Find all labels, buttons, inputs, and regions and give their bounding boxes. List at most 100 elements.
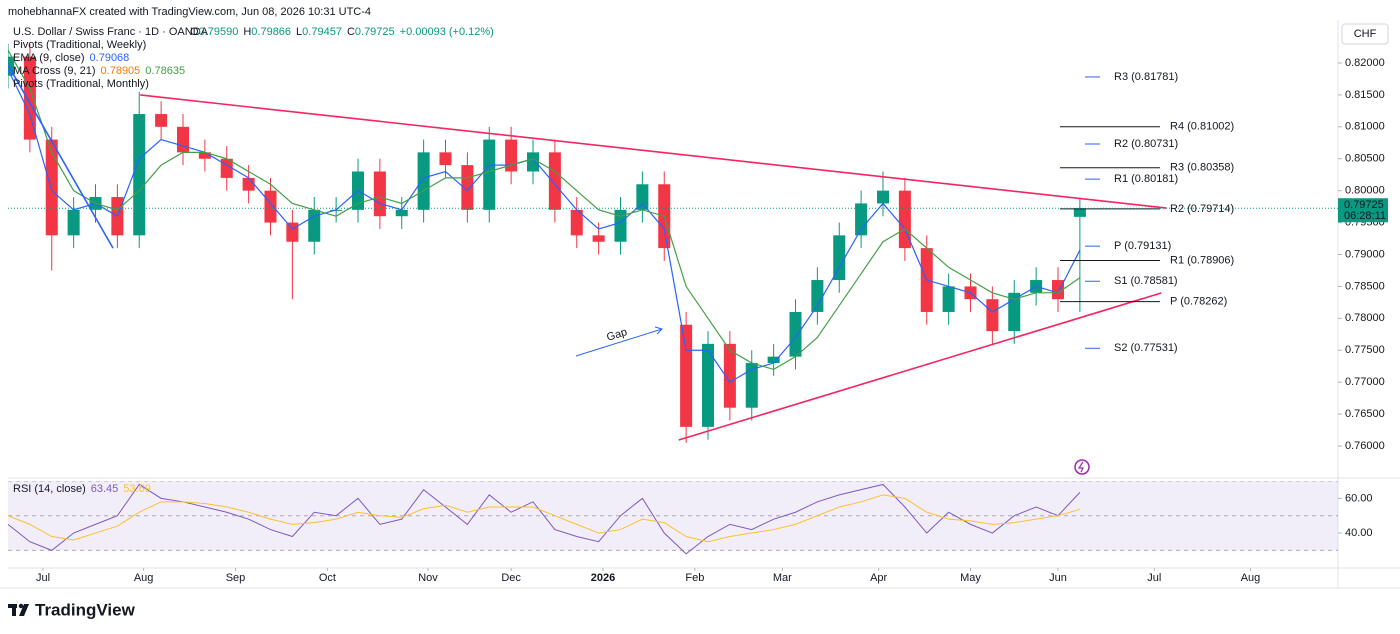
currency-box[interactable] [1341, 23, 1389, 45]
legend-name: MA Cross (9, 21) [13, 65, 96, 77]
trendline [678, 292, 1162, 441]
y-tick-label: 60.00 [1345, 492, 1373, 504]
x-tick-label: Nov [418, 572, 438, 584]
legend-entry: EMA (9, close) 0.79068 [13, 52, 129, 64]
y-tick-label: 0.76500 [1345, 408, 1385, 420]
candle-body [701, 343, 715, 427]
indicator-line [8, 49, 1081, 371]
legend-entry: Pivots (Traditional, Weekly) [13, 39, 146, 51]
candle-body [767, 356, 780, 364]
x-tick-label: Dec [501, 572, 521, 584]
candle-body [855, 203, 868, 236]
candle-body [986, 299, 999, 332]
y-tick-label: 0.78500 [1345, 280, 1385, 292]
y-tick-label: 0.81500 [1345, 89, 1385, 101]
candle-body [1073, 208, 1086, 217]
x-tick-label: Aug [1241, 572, 1261, 584]
legend-value: 63.45 [91, 483, 119, 495]
candle-body [242, 177, 255, 191]
pivot-label: R1 (0.78906) [1170, 254, 1234, 266]
candle-body [505, 139, 518, 172]
indicator-line [8, 69, 1081, 383]
pivot-label: R4 (0.81002) [1170, 121, 1234, 133]
y-tick-label: 0.76000 [1345, 440, 1385, 452]
legend-name: Pivots (Traditional, Monthly) [13, 78, 149, 90]
candle-body [1051, 280, 1065, 300]
candle-body [264, 190, 277, 223]
candle-body [395, 209, 408, 217]
candle-body [548, 152, 561, 210]
candle-body [8, 56, 15, 76]
logo-part [19, 604, 29, 616]
gap-arrow [575, 328, 663, 357]
y-tick-label: 40.00 [1345, 527, 1373, 539]
y-tick-label: 0.79000 [1345, 248, 1385, 260]
candle-body [176, 126, 190, 153]
x-tick-label: Oct [319, 572, 336, 584]
candle-body [570, 209, 583, 236]
brand: TradingView [35, 600, 136, 619]
x-tick-label: Mar [773, 572, 792, 584]
candle-body [1008, 292, 1021, 332]
legend-value: 0.78635 [145, 65, 185, 77]
candle-body [898, 190, 911, 249]
y-tick-label: 0.78000 [1345, 312, 1385, 324]
candle-body [23, 56, 36, 140]
x-tick-label: 2026 [591, 572, 615, 584]
candle-body [45, 139, 58, 236]
annotation: Gap [605, 326, 628, 344]
x-tick-label: Apr [870, 572, 887, 584]
ohlc: O0.79590 H0.79866 L0.79457 C0.79725 +0.00093… [190, 26, 494, 38]
y-tick-label: 0.80500 [1345, 153, 1385, 165]
candle-body [614, 209, 627, 242]
gap-arrow-head [654, 326, 663, 335]
candle-body [789, 311, 802, 357]
ohlc-key: L [296, 26, 302, 38]
y-tick-label: 0.82000 [1345, 57, 1385, 69]
candle-body [723, 343, 736, 408]
legend-name: EMA (9, close) [13, 52, 85, 64]
legend-entry: Pivots (Traditional, Monthly) [13, 78, 149, 90]
plot [8, 43, 1338, 443]
candle-body [745, 363, 758, 408]
logo-part [12, 604, 16, 616]
ohlc-key: H [243, 26, 251, 38]
x-tick-label: Feb [685, 572, 704, 584]
legend-value: 0.78905 [101, 65, 141, 77]
logo-part [18, 603, 24, 609]
currency[interactable]: CHF [1354, 28, 1377, 40]
last-price-label: 0.79725 [1344, 199, 1384, 211]
legend-name: RSI (14, close) [13, 483, 86, 495]
symbol: U.S. Dollar / Swiss Franc · 1D · OANDA [13, 26, 209, 38]
x-tick-label: Sep [226, 572, 246, 584]
pivot-label: R1 (0.80181) [1114, 173, 1178, 185]
ohlc-key: O [190, 26, 199, 38]
rsi-line [8, 494, 1081, 543]
x-tick-label: Jul [1147, 572, 1161, 584]
candle-body [680, 324, 693, 427]
legend-value: 0.79068 [90, 52, 130, 64]
candle-body [811, 280, 824, 312]
x-tick-label: Jun [1049, 572, 1067, 584]
change: +0.00093 (+0.12%) [400, 26, 494, 38]
pivot-label: S1 (0.78581) [1114, 275, 1178, 287]
candle-body [286, 222, 299, 242]
x-tick-label: May [960, 572, 981, 584]
candle-body [439, 152, 452, 166]
candle-body [461, 165, 474, 210]
candle-body [155, 114, 168, 127]
y-tick-label: 0.80000 [1345, 185, 1385, 197]
author-line: mohebhannaFX created with TradingView.co… [8, 6, 371, 18]
candle-body [942, 286, 955, 312]
pivot-label: R2 (0.79714) [1170, 203, 1234, 215]
candle-body [373, 171, 386, 217]
ohlc-value: 0.79590 [199, 26, 239, 38]
countdown: 06:28:11 [1344, 210, 1386, 222]
event-icon[interactable] [1074, 459, 1090, 475]
candle-body [592, 235, 605, 242]
legend-entry: MA Cross (9, 21) 0.78905 0.78635 [13, 65, 185, 77]
pivot-label: R3 (0.80358) [1170, 162, 1234, 174]
plot [8, 481, 1338, 555]
candle-body [526, 152, 540, 172]
